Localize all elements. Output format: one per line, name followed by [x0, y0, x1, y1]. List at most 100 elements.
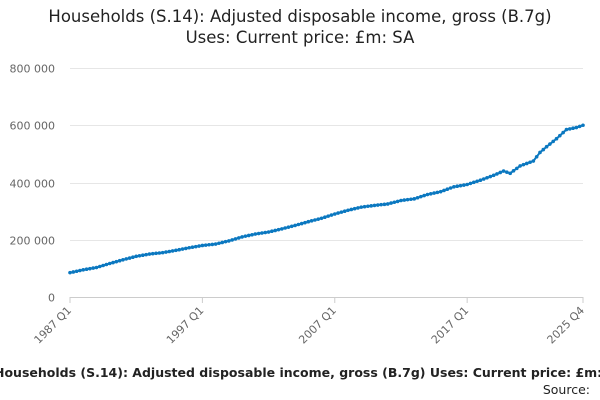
data-point	[91, 266, 95, 270]
data-point	[491, 173, 496, 178]
data-point	[465, 182, 469, 187]
data-point	[548, 142, 552, 146]
data-point	[346, 208, 350, 213]
data-point	[141, 253, 145, 258]
data-point	[366, 204, 370, 209]
data-point	[97, 264, 102, 269]
data-point	[160, 250, 165, 255]
data-point	[240, 235, 244, 239]
data-point	[88, 266, 92, 271]
footer-source: Source:	[542, 382, 590, 397]
data-point	[114, 259, 119, 264]
data-point	[402, 198, 407, 202]
data-point	[534, 154, 539, 159]
data-point	[538, 150, 542, 155]
data-point	[362, 204, 367, 209]
data-point	[220, 240, 225, 245]
data-point	[71, 270, 76, 274]
data-point	[289, 224, 294, 229]
data-point	[528, 160, 532, 165]
data-point	[81, 268, 86, 272]
y-tick-label: 0	[48, 292, 55, 305]
data-point	[184, 246, 188, 251]
data-point	[332, 212, 337, 216]
data-point	[78, 268, 82, 273]
data-point	[94, 265, 99, 270]
data-point	[485, 175, 489, 180]
x-tick-label: 1987 Q1	[32, 304, 75, 347]
data-point	[203, 243, 208, 247]
data-point	[190, 245, 195, 249]
data-point	[369, 204, 373, 208]
data-point	[356, 206, 360, 210]
x-tick-label: 1997 Q1	[164, 304, 207, 347]
data-point	[273, 228, 278, 233]
data-point	[581, 123, 585, 128]
data-point	[280, 227, 284, 231]
data-point	[515, 166, 519, 171]
data-point	[223, 239, 228, 244]
data-point	[392, 200, 397, 205]
data-point	[74, 269, 79, 274]
series-layer	[68, 123, 585, 275]
data-point	[253, 232, 258, 236]
data-point	[521, 162, 526, 167]
data-point	[495, 172, 499, 176]
data-point	[227, 239, 231, 243]
data-point	[187, 245, 191, 250]
data-point	[577, 124, 582, 129]
data-point	[230, 238, 234, 242]
data-point	[210, 242, 215, 247]
x-tick-label: 2017 Q1	[429, 304, 472, 347]
data-point	[419, 194, 423, 199]
y-tick-label: 600 000	[10, 120, 56, 133]
data-point	[505, 170, 509, 174]
data-point	[554, 136, 559, 141]
data-point	[329, 213, 334, 217]
series-line	[69, 124, 584, 274]
data-point	[207, 242, 211, 247]
data-point	[303, 220, 307, 225]
data-point	[213, 242, 218, 246]
data-point	[342, 209, 347, 213]
data-point	[425, 192, 430, 197]
data-point	[134, 254, 138, 259]
data-point	[309, 219, 314, 223]
data-point	[382, 202, 387, 207]
data-point	[561, 130, 565, 135]
data-point	[124, 257, 129, 261]
data-point	[438, 189, 443, 194]
data-point	[455, 184, 460, 189]
data-point	[147, 252, 152, 256]
x-tick-label: 2007 Q1	[296, 304, 339, 347]
data-point	[471, 180, 476, 185]
data-point	[193, 244, 198, 249]
data-point	[167, 249, 172, 254]
data-point	[293, 223, 297, 228]
data-point	[336, 211, 340, 215]
data-point	[256, 231, 261, 236]
data-point	[541, 147, 546, 152]
data-point	[154, 251, 158, 256]
data-point	[144, 252, 148, 257]
data-point	[180, 247, 185, 251]
data-point	[121, 257, 125, 262]
data-point	[276, 227, 281, 232]
data-point	[564, 127, 569, 132]
data-point	[558, 133, 562, 138]
data-point	[217, 241, 221, 246]
data-point	[432, 191, 436, 195]
data-point	[501, 169, 506, 173]
data-point	[270, 229, 274, 234]
data-point	[395, 199, 400, 204]
data-point	[174, 248, 178, 253]
data-point	[104, 262, 109, 267]
chart-title: Households (S.14): Adjusted disposable i…	[0, 6, 600, 48]
y-tick-label: 400 000	[10, 178, 56, 191]
data-point	[544, 144, 549, 149]
data-point	[243, 234, 248, 238]
data-point	[170, 249, 175, 253]
data-point	[137, 253, 142, 258]
data-point	[316, 217, 321, 221]
